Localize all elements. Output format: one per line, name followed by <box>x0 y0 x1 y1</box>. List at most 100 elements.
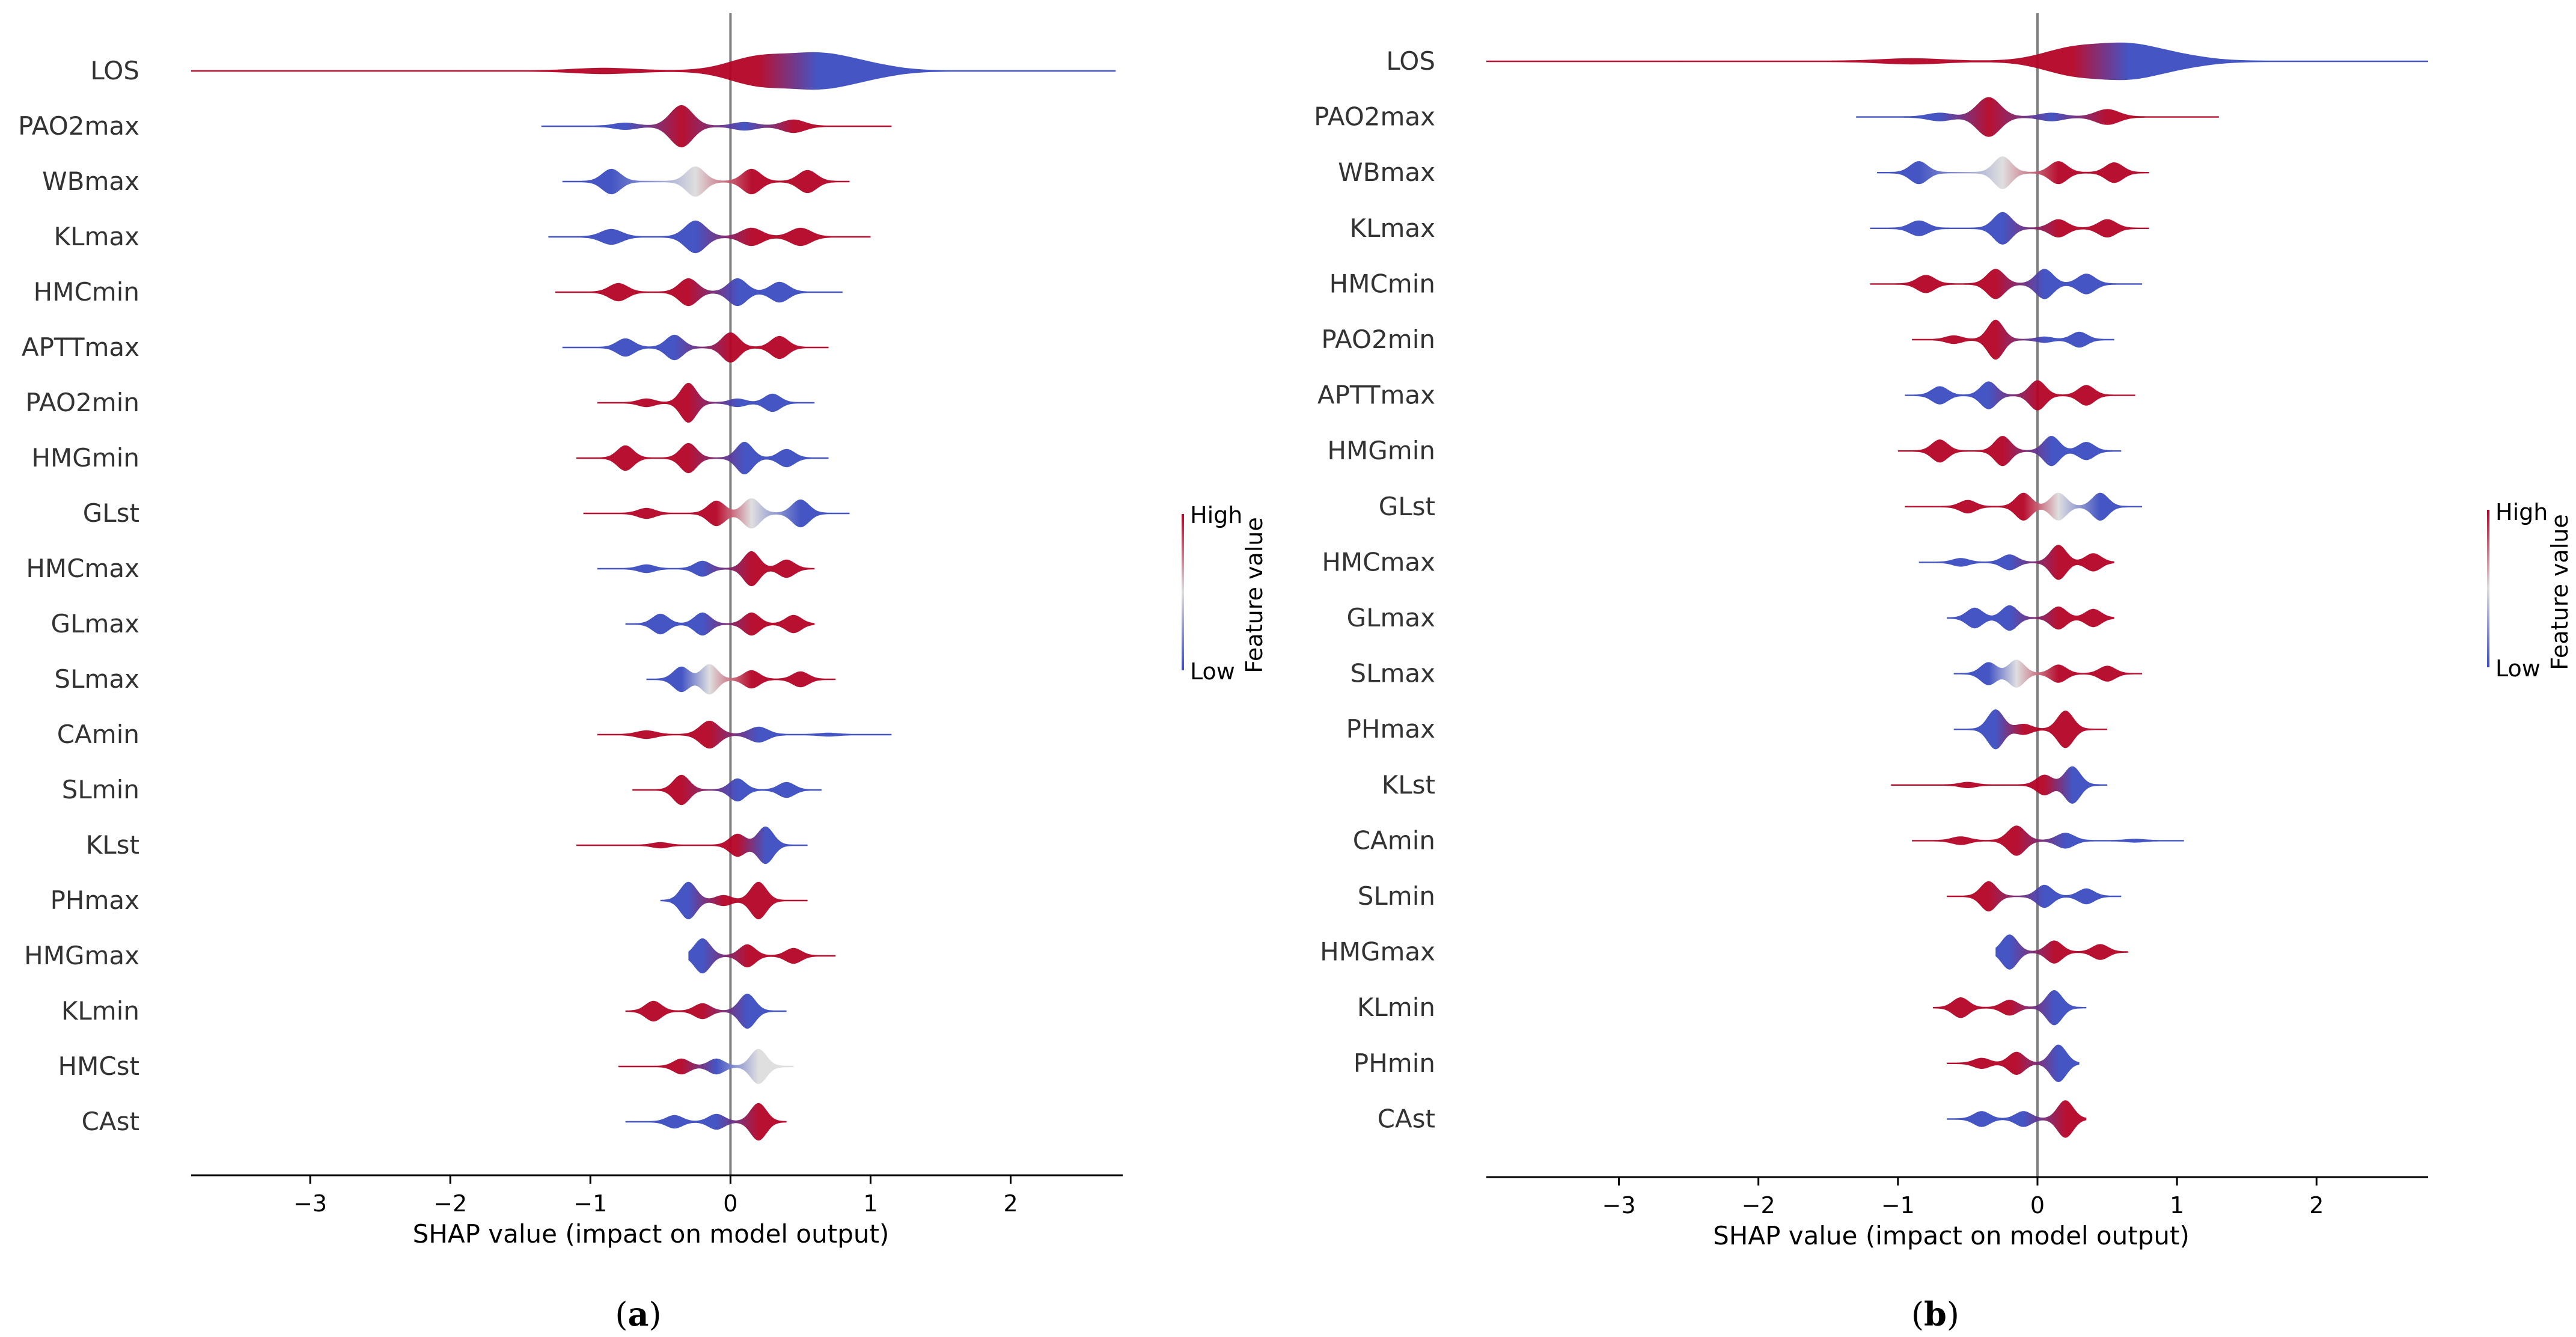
feature-label-WBmax: WBmax <box>42 167 139 196</box>
violin-CAmin <box>597 720 892 749</box>
legend-a-low-label: Low <box>1190 658 1235 685</box>
feature-label-HMCmax: HMCmax <box>1322 547 1435 577</box>
feature-label-HMGmin: HMGmin <box>1327 436 1435 465</box>
caption-a-letter: a <box>628 1295 649 1333</box>
x-tick-label: −1 <box>1881 1192 1915 1219</box>
violin-WBmax <box>1877 156 2149 189</box>
feature-label-SLmin: SLmin <box>62 775 139 804</box>
feature-label-HMGmin: HMGmin <box>31 443 139 473</box>
panel-b: LOS PAO2max WBmax KLmax HMCmin PAO2min APTTmax… <box>1314 13 2428 1250</box>
feature-label-LOS: LOS <box>90 56 139 85</box>
violin-KLmax <box>548 220 871 254</box>
violin-CAst <box>1947 1100 2087 1138</box>
violin-KLmin <box>625 993 787 1029</box>
feature-label-KLmin: KLmin <box>1357 993 1435 1022</box>
violin-KLmin <box>1932 990 2087 1026</box>
violin-PHmax <box>660 881 808 920</box>
feature-label-WBmax: WBmax <box>1338 158 1435 187</box>
legend-a: High Low Feature value <box>1182 502 1268 685</box>
violin-GLst <box>1905 492 2143 521</box>
feature-label-HMCmax: HMCmax <box>26 554 139 583</box>
legend-a-title: Feature value <box>1241 517 1268 673</box>
feature-label-CAst: CAst <box>1378 1104 1435 1133</box>
violin-PAO2max <box>1856 97 2219 137</box>
feature-label-KLst: KLst <box>86 830 139 860</box>
legend-b: High Low Feature value <box>2487 499 2573 682</box>
feature-label-GLmax: GLmax <box>51 609 139 638</box>
legend-a-colorbar <box>1182 514 1184 670</box>
violin-SLmax <box>646 664 836 695</box>
x-tick-label: 1 <box>863 1190 877 1217</box>
violin-PAO2max <box>541 105 892 148</box>
feature-label-CAst: CAst <box>82 1107 139 1136</box>
feature-label-SLmin: SLmin <box>1358 881 1435 911</box>
legend-b-low-label: Low <box>2495 655 2541 682</box>
violin-WBmax <box>562 166 850 197</box>
violin-SLmin <box>632 774 822 806</box>
x-axis-label: SHAP value (impact on model output) <box>413 1219 890 1249</box>
feature-label-HMCst: HMCst <box>58 1051 140 1081</box>
x-tick-label: −2 <box>1742 1192 1775 1219</box>
violin-KLst <box>1891 766 2108 804</box>
feature-label-KLmax: KLmax <box>1350 213 1435 243</box>
feature-label-HMCmin: HMCmin <box>1329 269 1435 298</box>
x-tick-label: 2 <box>1003 1190 1018 1217</box>
violin-LOS <box>1486 42 2428 81</box>
x-tick-label: 0 <box>723 1190 737 1217</box>
violin-APTTmax <box>1905 380 2135 411</box>
caption-b-letter: b <box>1924 1295 1947 1333</box>
violin-HMCst <box>618 1048 794 1085</box>
feature-label-PAO2max: PAO2max <box>18 111 139 141</box>
legend-b-title: Feature value <box>2547 514 2573 670</box>
violin-PHmin <box>1947 1044 2080 1082</box>
feature-label-KLmax: KLmax <box>54 222 139 251</box>
feature-label-APTTmax: APTTmax <box>1317 381 1435 410</box>
x-tick-label: −3 <box>1602 1192 1636 1219</box>
violin-HMCmin <box>1870 269 2143 299</box>
violin-PAO2min <box>597 382 815 423</box>
violin-HMGmin <box>1897 436 2122 467</box>
feature-label-HMCmin: HMCmin <box>34 277 139 307</box>
legend-b-high-label: High <box>2495 499 2548 525</box>
violin-KLmax <box>1870 212 2149 245</box>
x-tick-label: 2 <box>2309 1192 2324 1219</box>
violin-CAst <box>625 1103 787 1141</box>
feature-label-HMGmax: HMGmax <box>24 941 139 970</box>
legend-a-high-label: High <box>1190 502 1242 528</box>
feature-label-PHmin: PHmin <box>1354 1048 1435 1078</box>
feature-label-KLst: KLst <box>1382 770 1435 800</box>
violin-HMCmax <box>597 551 815 587</box>
feature-label-GLmax: GLmax <box>1347 603 1435 632</box>
x-axis-label: SHAP value (impact on model output) <box>1713 1221 2190 1250</box>
feature-label-SLmax: SLmax <box>54 664 139 694</box>
violin-GLmax <box>625 612 815 636</box>
violin-PAO2min <box>1912 319 2114 360</box>
feature-label-GLst: GLst <box>1379 492 1435 521</box>
violin-LOS <box>191 52 1116 90</box>
x-tick-label: −2 <box>433 1190 467 1217</box>
feature-label-PAO2max: PAO2max <box>1314 102 1435 132</box>
feature-label-APTTmax: APTTmax <box>22 332 139 362</box>
feature-label-PAO2min: PAO2min <box>25 388 139 417</box>
feature-label-CAmin: CAmin <box>57 720 139 749</box>
caption-b: (b) <box>1911 1295 1959 1333</box>
feature-label-HMGmax: HMGmax <box>1320 937 1435 967</box>
x-tick-label: −1 <box>573 1190 607 1217</box>
violin-HMGmax <box>1995 934 2128 970</box>
feature-label-PHmax: PHmax <box>50 886 139 915</box>
violin-HMCmax <box>1918 545 2114 580</box>
x-tick-label: 0 <box>2030 1192 2045 1219</box>
feature-label-PAO2min: PAO2min <box>1321 325 1435 354</box>
violin-SLmax <box>1953 659 2143 688</box>
violin-HMCmin <box>555 278 843 307</box>
svg-text:(b): (b) <box>1911 1295 1959 1333</box>
feature-label-GLst: GLst <box>83 498 139 528</box>
svg-text:(a): (a) <box>615 1295 661 1333</box>
violin-GLmax <box>1947 605 2114 631</box>
legend-b-colorbar <box>2487 510 2489 667</box>
violin-HMGmax <box>688 938 836 974</box>
panel-a: LOS PAO2max WBmax KLmax HMCmin APTTmax PAO2min… <box>18 13 1123 1249</box>
violin-PHmax <box>1953 709 2108 750</box>
violin-SLmin <box>1947 881 2122 912</box>
